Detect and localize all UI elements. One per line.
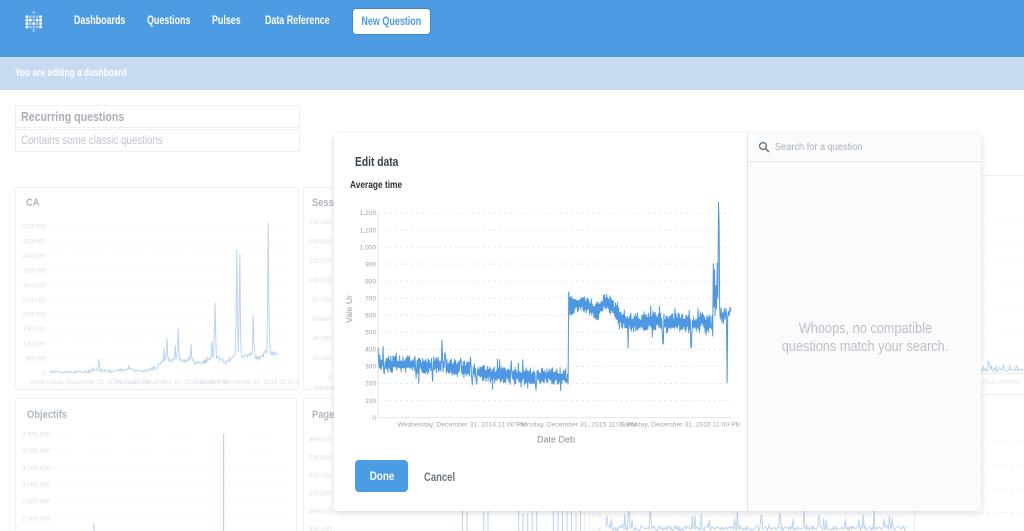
svg-text:150,000: 150,000 [23,326,46,333]
svg-text:Vale Ur: Vale Ur [344,295,354,323]
svg-text:600: 600 [365,313,376,320]
svg-text:200: 200 [365,381,376,388]
svg-text:0: 0 [372,415,376,422]
svg-text:2,000,000: 2,000,000 [22,515,51,522]
svg-text:4,500,000: 4,500,000 [22,431,51,438]
svg-text:Wednesday, December 31, 2014 1: Wednesday, December 31, 2014 11:00 PM [397,422,527,429]
svg-text:300: 300 [365,364,376,371]
svg-text:500,000: 500,000 [309,490,332,497]
svg-text:2,500,000: 2,500,000 [22,499,51,506]
svg-text:4,000,000: 4,000,000 [22,448,51,455]
svg-text:160,000: 160,000 [309,219,332,226]
svg-text:50,000: 50,000 [26,356,46,363]
svg-text:100,000: 100,000 [23,341,46,348]
svg-text:500,000: 500,000 [23,224,46,231]
svg-text:700: 700 [365,296,376,303]
svg-text:200,000: 200,000 [23,312,46,319]
svg-text:20,000: 20,000 [312,355,332,362]
svg-text:100,000: 100,000 [309,277,332,284]
svg-text:1,200: 1,200 [360,210,377,217]
svg-text:Saturday, December 31, 2016 11: Saturday, December 31, 2016 11:00 PM [194,379,299,386]
svg-text:Date Deb: Date Deb [537,435,575,445]
svg-text:800: 800 [365,278,376,285]
svg-text:1,000: 1,000 [360,244,377,251]
svg-text:800,000: 800,000 [309,437,332,444]
svg-text:300,000: 300,000 [309,526,332,531]
svg-text:400: 400 [365,347,376,354]
svg-text:Saturday, December 31, 2016 11: Saturday, December 31, 2016 11:00 PM [621,422,740,429]
svg-text:250,000: 250,000 [23,297,46,304]
svg-text:40,000: 40,000 [312,335,332,342]
svg-text:350,000: 350,000 [23,268,46,275]
svg-text:140,000: 140,000 [309,238,332,245]
svg-text:2014/1 09:00M 0: 2014/1 09:00M 0 [982,380,1020,386]
svg-text:0.4: 0.4 [592,527,601,531]
svg-text:100: 100 [365,398,376,405]
svg-text:3,000,000: 3,000,000 [22,482,51,489]
svg-text:600,000: 600,000 [309,473,332,480]
svg-text:0: 0 [42,370,46,377]
svg-text:0: 0 [328,374,332,381]
svg-text:Wednesday, December 31, 2014 1: Wednesday, December 31, 2014 11:00 PM [30,379,150,386]
svg-text:1,100: 1,100 [360,227,377,234]
svg-text:400,000: 400,000 [309,508,332,515]
svg-text:80,000: 80,000 [312,297,332,304]
svg-text:400,000: 400,000 [23,253,46,260]
svg-text:60,000: 60,000 [312,316,332,323]
svg-text:900: 900 [365,261,376,268]
svg-text:120,000: 120,000 [309,258,332,265]
svg-text:0.5: 0.5 [592,512,601,519]
svg-text:300,000: 300,000 [23,282,46,289]
svg-text:3,500,000: 3,500,000 [22,465,51,472]
svg-text:700,000: 700,000 [309,455,332,462]
svg-text:500: 500 [365,330,376,337]
svg-text:450,000: 450,000 [23,238,46,245]
svg-text:Thursday, December 31, 2015 11: Thursday, December 31, 2015 11:00 PM [515,422,637,429]
svg-text:Thursday, December 31, 2015 11: Thursday, December 31, 2015 11:00 PM [114,379,227,386]
